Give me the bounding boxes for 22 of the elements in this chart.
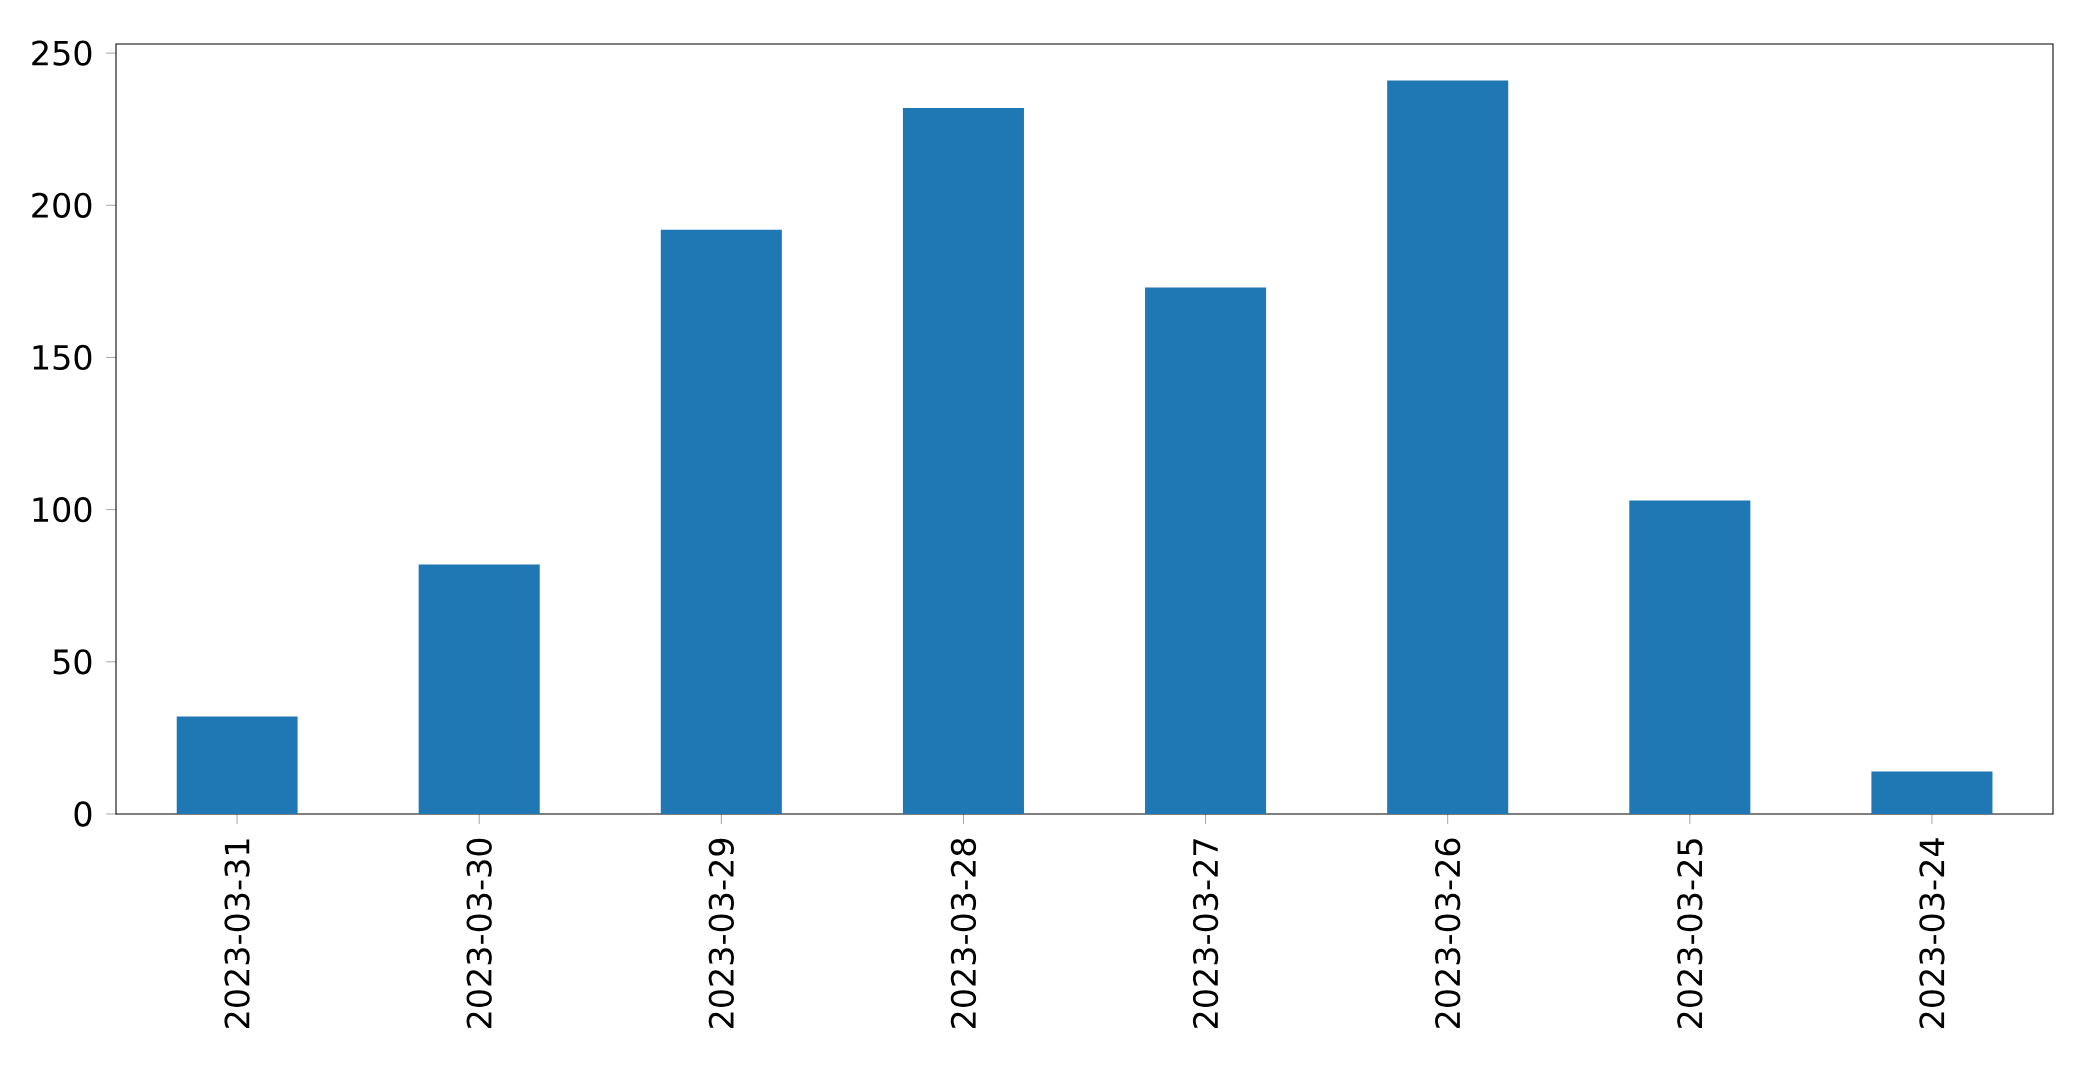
x-tick-label: 2023-03-26 — [1435, 838, 1461, 1029]
bar — [1629, 500, 1751, 814]
x-tick-label: 2023-03-29 — [708, 838, 734, 1029]
x-tick-label: 2023-03-31 — [224, 839, 250, 1029]
y-tick-label: 200 — [32, 192, 92, 218]
bar — [1871, 771, 1993, 814]
bar — [1387, 80, 1509, 814]
x-tick-label: 2023-03-28 — [950, 838, 977, 1029]
x-tick-label: 2023-03-24 — [1919, 838, 1945, 1029]
bar — [1145, 287, 1267, 814]
bar — [660, 229, 782, 814]
y-tick-label: 100 — [33, 496, 92, 523]
y-tick-label: 150 — [33, 344, 92, 371]
bar — [902, 107, 1024, 814]
y-tick-label: 250 — [32, 40, 92, 66]
x-tick-label: 2023-03-25 — [1677, 839, 1703, 1029]
y-tick-label: 0 — [74, 801, 92, 827]
x-tick-label: 2023-03-27 — [1192, 839, 1219, 1029]
bar — [176, 716, 298, 814]
x-tick-label: 2023-03-30 — [466, 838, 492, 1029]
bar — [418, 564, 540, 814]
y-tick-label: 50 — [53, 649, 92, 675]
